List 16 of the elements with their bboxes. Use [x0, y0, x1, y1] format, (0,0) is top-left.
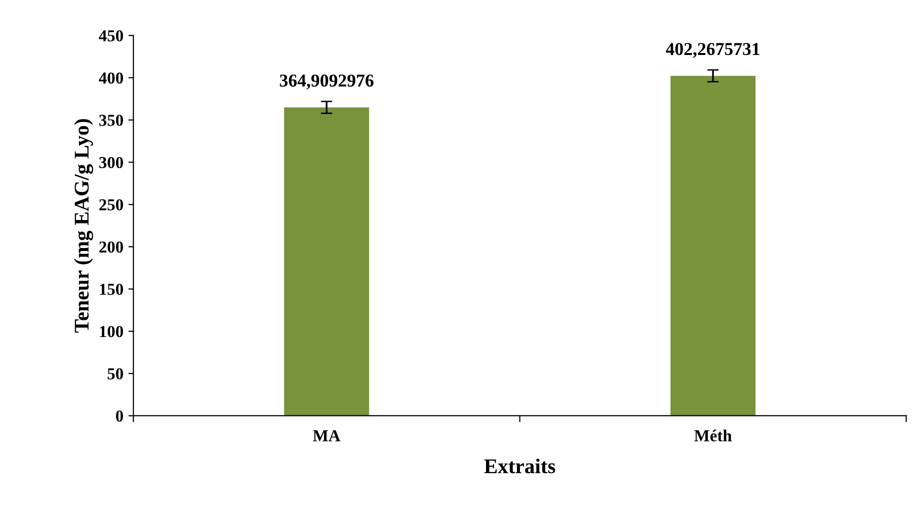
- y-tick-label: 200: [99, 241, 124, 253]
- y-tick-label: 50: [108, 368, 124, 380]
- y-tick-label: 350: [99, 114, 124, 126]
- x-axis-title: Extraits: [484, 458, 556, 474]
- y-tick-label: 300: [99, 156, 124, 168]
- y-tick-label: 450: [98, 30, 124, 42]
- y-tick-label: 150: [100, 284, 124, 295]
- y-tick-label: 100: [100, 326, 124, 338]
- data-label: 402,2675731: [666, 42, 760, 58]
- x-tick-label: MA: [313, 430, 340, 442]
- y-tick-label: 0: [116, 410, 124, 422]
- y-axis-title: Teneur (mg EAG/g Lyo): [74, 119, 94, 333]
- x-tick-label: Méth: [694, 430, 732, 442]
- y-tick-label: 250: [99, 199, 124, 210]
- y-tick-label: 400: [98, 72, 124, 84]
- data-label: 364,9092976: [280, 74, 374, 90]
